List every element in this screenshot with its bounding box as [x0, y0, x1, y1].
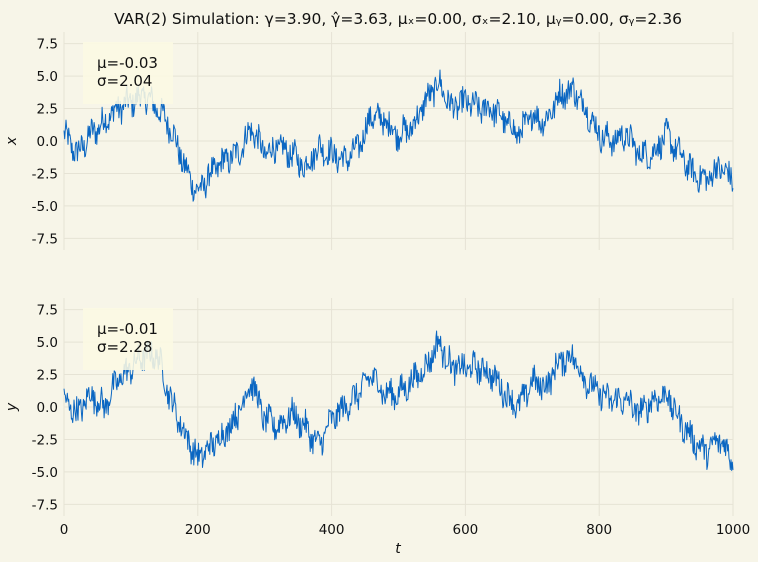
y-tick-label: -2.5: [32, 166, 58, 182]
y-tick-label: -7.5: [32, 231, 58, 247]
y-tick-label: 0.0: [37, 134, 58, 150]
y-axis-label: x: [4, 136, 20, 146]
series-line: [63, 330, 734, 471]
x-tick-label: 600: [453, 522, 479, 538]
x-tick-label: 800: [586, 522, 612, 538]
stats-mean: μ=-0.01: [97, 320, 158, 338]
y-tick-label: 7.5: [37, 303, 58, 319]
y-tick-label: 7.5: [37, 37, 58, 53]
stats-std: σ=2.28: [97, 338, 152, 356]
chart-title: VAR(2) Simulation: γ=3.90, γ̂=3.63, μₓ=0…: [114, 10, 682, 28]
y-tick-label: -7.5: [32, 497, 58, 513]
stats-mean: μ=-0.03: [97, 54, 158, 72]
x-panel: -7.5 -5.0 -2.5 0.0 2.5 5.0 7.5 x μ=-0.03σ=2.04: [4, 32, 734, 250]
y-tick-label: -5.0: [32, 199, 58, 215]
y-panel: -7.5 -5.0 -2.5 0.0 2.5 5.0 7.5 y 0 200 400 600 800 10…: [4, 298, 750, 538]
stats-box: [83, 42, 173, 104]
series-line: [63, 69, 734, 202]
x-tick-label: 1000: [716, 522, 750, 538]
y-tick-label: -5.0: [32, 465, 58, 481]
x-axis-label: t: [395, 541, 401, 557]
y-tick-label: 5.0: [37, 69, 58, 85]
chart-panels: -7.5-5.0-2.50.02.55.07.5xμ=-0.03σ=2.04-7…: [4, 32, 750, 538]
x-tick-label: 400: [319, 522, 345, 538]
y-tick-label: 5.0: [37, 335, 58, 351]
x-tick-label: 0: [60, 522, 69, 538]
y-tick-label: 0.0: [37, 400, 58, 416]
x-tick-label: 200: [185, 522, 211, 538]
y-axis-label: y: [4, 402, 20, 412]
stats-box: [83, 308, 173, 370]
y-tick-label: -2.5: [32, 432, 58, 448]
stats-std: σ=2.04: [97, 72, 152, 90]
y-tick-label: 2.5: [37, 102, 58, 118]
y-tick-label: 2.5: [37, 368, 58, 384]
